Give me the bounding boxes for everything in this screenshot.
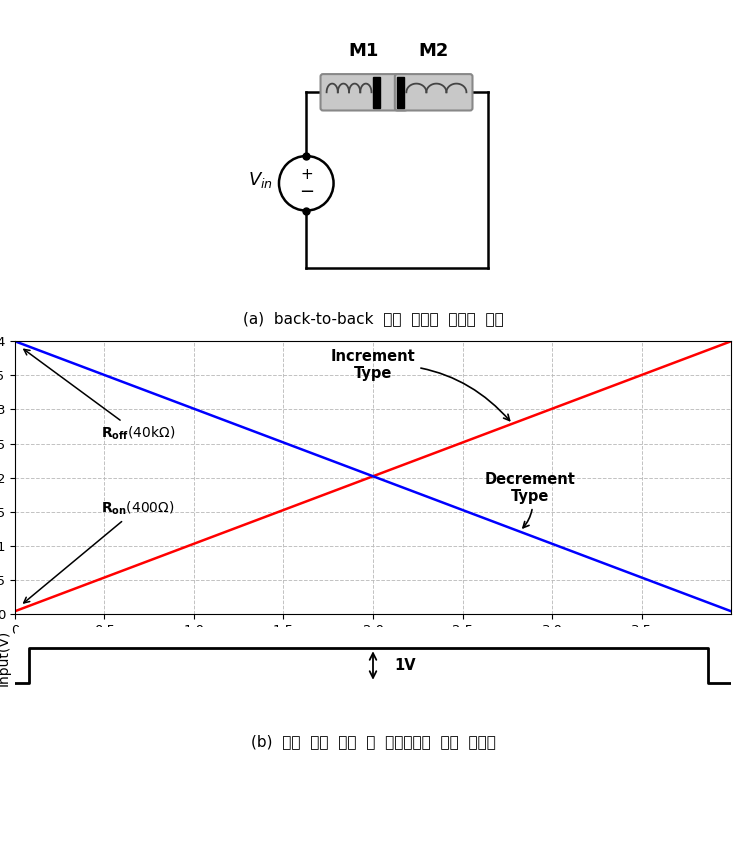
Text: Decrement
Type: Decrement Type — [485, 472, 576, 527]
Bar — [373, 77, 380, 108]
Text: M2: M2 — [419, 42, 449, 60]
Text: 1V: 1V — [395, 658, 416, 673]
Text: +: + — [300, 167, 313, 182]
FancyBboxPatch shape — [395, 74, 472, 111]
X-axis label: time(s): time(s) — [345, 642, 401, 657]
Text: $\mathbf{R_{on}}$(400$\Omega$): $\mathbf{R_{on}}$(400$\Omega$) — [24, 499, 175, 603]
Text: M1: M1 — [348, 42, 379, 60]
Text: (a)  back-to-back  직렬  구조로  연결된  회로: (a) back-to-back 직렬 구조로 연결된 회로 — [242, 311, 504, 325]
Text: Increment
Type: Increment Type — [330, 349, 510, 421]
Text: $\mathbf{R_{off}}$(40k$\Omega$): $\mathbf{R_{off}}$(40k$\Omega$) — [24, 349, 175, 442]
Text: (b)  단위  신호  인가  시  멤리스턴스  변화  그래프: (b) 단위 신호 인가 시 멤리스턴스 변화 그래프 — [251, 734, 495, 749]
FancyBboxPatch shape — [321, 74, 407, 111]
Y-axis label: Input(V): Input(V) — [0, 630, 10, 686]
Bar — [398, 77, 404, 108]
Text: $V_{in}$: $V_{in}$ — [248, 170, 273, 190]
Text: −: − — [298, 183, 314, 201]
